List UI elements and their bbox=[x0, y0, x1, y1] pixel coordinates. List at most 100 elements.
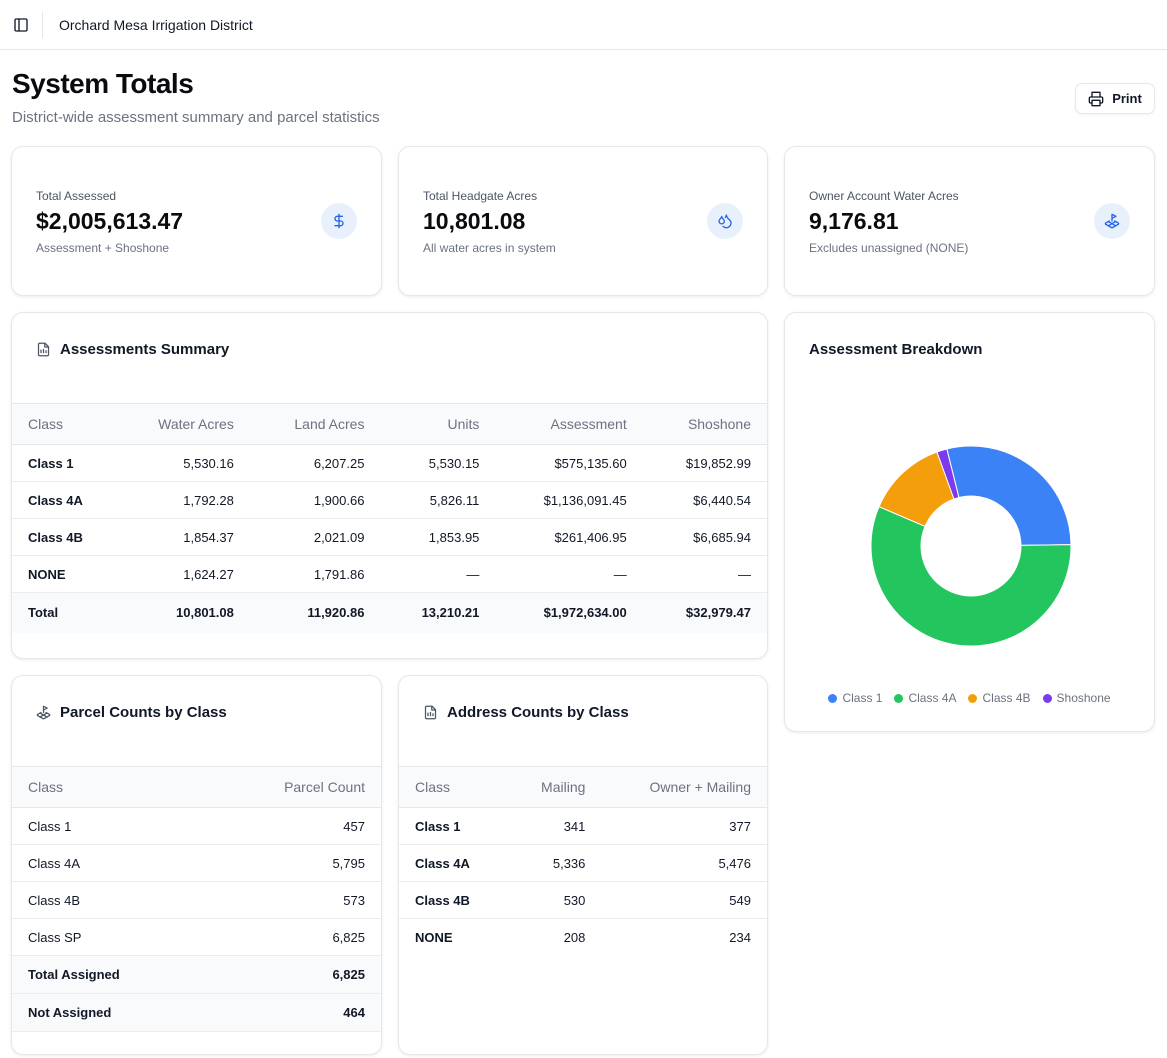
table-cell: 457 bbox=[204, 807, 381, 845]
table-cell: — bbox=[642, 555, 767, 593]
column-header[interactable]: Owner + Mailing bbox=[601, 766, 767, 808]
total-label: Total Assigned bbox=[12, 955, 205, 994]
legend-swatch bbox=[1042, 693, 1052, 703]
class-cell: NONE bbox=[12, 555, 112, 593]
land-plot-icon bbox=[1094, 203, 1130, 239]
total-label: Not Assigned bbox=[12, 993, 205, 1032]
table-cell: 1,853.95 bbox=[380, 518, 496, 556]
total-cell: 13,210.21 bbox=[380, 592, 496, 633]
total-cell: 464 bbox=[204, 993, 381, 1032]
table-cell: 208 bbox=[563, 929, 586, 945]
table-cell: 5,530.15 bbox=[380, 444, 496, 482]
table-row: Class 4A 5,336 5,476 bbox=[399, 844, 767, 882]
assessments-table: Class Water Acres Land Acres Units Asses… bbox=[12, 403, 767, 633]
table-row: Class 4A 1,792.28 1,900.66 5,826.11 $1,1… bbox=[12, 481, 767, 519]
total-row: Not Assigned 464 bbox=[12, 993, 381, 1032]
table-row: Class 1 341 377 bbox=[399, 807, 767, 845]
column-header[interactable]: Mailing bbox=[506, 766, 602, 808]
table-cell: 6,825 bbox=[204, 918, 381, 956]
table-cell: $6,440.54 bbox=[642, 481, 767, 519]
table-cell: 377 bbox=[601, 807, 767, 845]
table-row: Class SP 6,825 bbox=[12, 918, 381, 956]
column-header[interactable]: Water Acres bbox=[112, 403, 250, 445]
print-button[interactable]: Print bbox=[1075, 83, 1155, 114]
stat-label: Owner Account Water Acres bbox=[809, 189, 959, 203]
class-cell: Class SP bbox=[12, 918, 205, 956]
table-cell: 1,624.27 bbox=[112, 555, 250, 593]
card-header: Assessment Breakdown bbox=[809, 341, 982, 358]
page-title: System Totals bbox=[12, 68, 194, 99]
legend-label: Class 4A bbox=[908, 691, 957, 705]
class-cell: Class 4A bbox=[12, 844, 205, 882]
total-row: Total 10,801.08 11,920.86 13,210.21 $1,9… bbox=[12, 592, 767, 633]
legend-swatch bbox=[828, 693, 838, 703]
stat-card-owner-water-acres: Owner Account Water Acres 9,176.81 Exclu… bbox=[784, 146, 1155, 296]
card-title: Parcel Counts by Class bbox=[60, 704, 227, 721]
donut-slice-class-1[interactable] bbox=[946, 445, 1072, 546]
column-header[interactable]: Class bbox=[399, 766, 507, 808]
stat-subtext: Excludes unassigned (NONE) bbox=[809, 241, 969, 255]
donut-slice-class-4a[interactable] bbox=[870, 506, 1072, 647]
topbar-divider bbox=[42, 11, 43, 38]
class-cell: Class 4B bbox=[399, 881, 507, 919]
column-header[interactable]: Land Acres bbox=[249, 403, 381, 445]
column-header[interactable]: Units bbox=[380, 403, 496, 445]
total-cell: $32,979.47 bbox=[642, 592, 767, 633]
column-header[interactable]: Class bbox=[12, 403, 112, 445]
table-row: NONE 208 234 bbox=[399, 919, 767, 956]
total-row: Total Assigned 6,825 bbox=[12, 955, 381, 994]
donut-slice-shoshone[interactable] bbox=[936, 448, 960, 500]
parcel-counts-card: Parcel Counts by Class Class Parcel Coun… bbox=[11, 675, 382, 1055]
card-title: Address Counts by Class bbox=[447, 704, 629, 721]
stat-card-total-assessed: Total Assessed $2,005,613.47 Assessment … bbox=[11, 146, 382, 296]
stat-value: 9,176.81 bbox=[809, 208, 899, 234]
table-cell: 530 bbox=[506, 881, 602, 919]
total-cell: $1,972,634.00 bbox=[495, 592, 643, 633]
droplets-icon bbox=[707, 203, 743, 239]
card-header: Assessments Summary bbox=[36, 341, 229, 358]
legend-item[interactable]: Class 1 bbox=[828, 691, 882, 705]
card-title: Assessments Summary bbox=[60, 341, 230, 358]
legend-item[interactable]: Class 4B bbox=[968, 691, 1031, 705]
table-row: Class 1 457 bbox=[12, 807, 381, 845]
table-row: Class 4B 1,854.37 2,021.09 1,853.95 $261… bbox=[12, 518, 767, 556]
parcel-counts-table: Class Parcel Count Class 1 457 Class 4A … bbox=[12, 766, 381, 1032]
legend-swatch bbox=[894, 693, 904, 703]
legend-item[interactable]: Class 4A bbox=[894, 691, 956, 705]
table-cell: $575,135.60 bbox=[495, 444, 643, 482]
table-cell: — bbox=[380, 555, 496, 593]
legend-item[interactable]: Shoshone bbox=[1042, 691, 1111, 705]
assessment-breakdown-card: Assessment Breakdown Class 1 Class 4A Clas… bbox=[784, 312, 1155, 732]
table-header-row: Class Parcel Count bbox=[12, 766, 381, 808]
legend-swatch bbox=[968, 693, 978, 703]
assessments-summary-card: Assessments Summary Class Water Acres La… bbox=[11, 312, 768, 659]
table-cell: 1,791.86 bbox=[249, 555, 381, 593]
stat-subtext: Assessment + Shoshone bbox=[36, 241, 170, 255]
address-counts-table: Class Mailing Owner + Mailing Class 1 34… bbox=[399, 766, 767, 956]
column-header[interactable]: Assessment bbox=[495, 403, 643, 445]
table-cell: $261,406.95 bbox=[495, 518, 643, 556]
donut-chart bbox=[870, 445, 1072, 647]
table-cell: 549 bbox=[601, 881, 767, 919]
table-cell: 573 bbox=[204, 881, 381, 919]
sidebar-toggle-button[interactable] bbox=[0, 3, 42, 47]
stat-label: Total Headgate Acres bbox=[423, 189, 538, 203]
dollar-icon bbox=[321, 203, 357, 239]
card-header: Parcel Counts by Class bbox=[36, 704, 227, 721]
column-header[interactable]: Shoshone bbox=[642, 403, 767, 445]
class-cell: Class 1 bbox=[12, 807, 205, 845]
table-cell: 5,530.16 bbox=[112, 444, 250, 482]
table-row: Class 4B 573 bbox=[12, 881, 381, 919]
total-cell: 6,825 bbox=[204, 955, 381, 994]
column-header[interactable]: Parcel Count bbox=[204, 766, 381, 808]
table-cell: 1,854.37 bbox=[112, 518, 250, 556]
table-cell: 5,336 bbox=[506, 844, 602, 882]
total-cell: 10,801.08 bbox=[112, 592, 250, 633]
table-cell: 234 bbox=[729, 929, 751, 945]
table-cell: 1,792.28 bbox=[112, 481, 250, 519]
stat-label: Total Assessed bbox=[36, 189, 117, 203]
table-cell: 5,476 bbox=[601, 844, 767, 882]
stat-value: 10,801.08 bbox=[423, 208, 526, 234]
column-header[interactable]: Class bbox=[12, 766, 205, 808]
class-cell: Class 4A bbox=[399, 844, 507, 882]
